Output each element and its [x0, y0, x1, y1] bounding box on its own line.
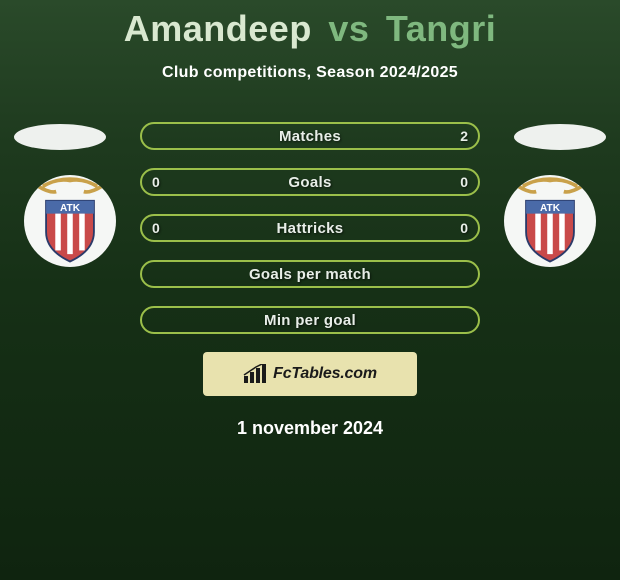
brand-text: FcTables.com [273, 365, 377, 383]
stat-row-matches: Matches 2 [140, 122, 480, 150]
stat-left-value: 0 [152, 220, 160, 236]
stat-row-goals: 0 Goals 0 [140, 168, 480, 196]
decorative-ellipse-right [514, 124, 606, 150]
svg-text:ATK: ATK [540, 203, 561, 214]
bar-chart-icon [243, 364, 267, 384]
stat-left-value: 0 [152, 174, 160, 190]
atk-crest-icon: ATK [24, 175, 116, 267]
stat-row-hattricks: 0 Hattricks 0 [140, 214, 480, 242]
stat-right-value: 0 [460, 220, 468, 236]
stat-label: Goals per match [249, 266, 371, 283]
stat-label: Min per goal [264, 312, 356, 329]
stat-label: Matches [279, 128, 341, 145]
stat-label: Hattricks [277, 220, 344, 237]
stat-row-goals-per-match: Goals per match [140, 260, 480, 288]
svg-text:ATK: ATK [60, 203, 81, 214]
stat-right-value: 0 [460, 174, 468, 190]
stat-label: Goals [288, 174, 331, 191]
stat-row-min-per-goal: Min per goal [140, 306, 480, 334]
team-badge-left: ATK [24, 175, 116, 267]
subtitle: Club competitions, Season 2024/2025 [0, 64, 620, 82]
player2-name: Tangri [386, 8, 496, 49]
atk-crest-icon: ATK [504, 175, 596, 267]
player1-name: Amandeep [124, 8, 312, 49]
page-title: Amandeep vs Tangri [0, 8, 620, 50]
stat-right-value: 2 [460, 128, 468, 144]
team-badge-right: ATK [504, 175, 596, 267]
vs-separator: vs [328, 8, 369, 49]
brand-attribution[interactable]: FcTables.com [203, 352, 417, 396]
decorative-ellipse-left [14, 124, 106, 150]
date-stamp: 1 november 2024 [0, 418, 620, 439]
